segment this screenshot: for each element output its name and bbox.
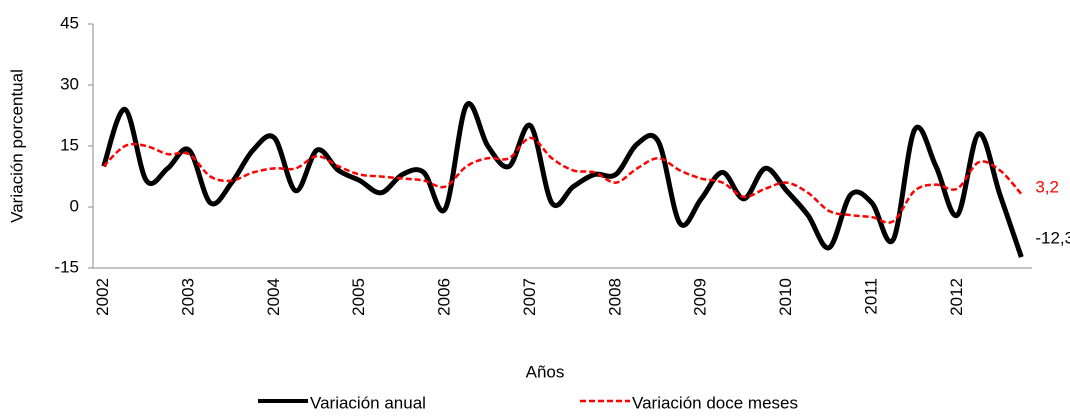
y-tick-label: 45 (60, 13, 79, 32)
y-tick-label: 30 (60, 74, 79, 93)
x-tick-label: 2007 (520, 278, 539, 316)
y-tick-label: 0 (70, 196, 79, 215)
y-tick-label: 15 (60, 135, 79, 154)
legend-label: Variación doce meses (632, 393, 798, 412)
legend-label: Variación anual (310, 393, 426, 412)
x-axis-title: Años (526, 362, 565, 381)
x-tick-label: 2010 (776, 278, 795, 316)
x-tick-label: 2002 (93, 278, 112, 316)
x-tick-label: 2012 (947, 278, 966, 316)
x-tick-label: 2008 (605, 278, 624, 316)
x-tick-label: 2003 (179, 278, 198, 316)
x-tick-label: 2009 (691, 278, 710, 316)
data-label: 3,2 (1035, 177, 1059, 196)
data-label: -12,3 (1035, 229, 1070, 248)
x-tick-label: 2004 (264, 278, 283, 316)
x-tick-label: 2005 (349, 278, 368, 316)
series-line (102, 136, 1023, 224)
x-tick-label: 2006 (435, 278, 454, 316)
y-tick-label: -15 (54, 257, 79, 276)
y-axis-title: Variación porcentual (7, 69, 26, 223)
x-tick-label: 2011 (861, 278, 880, 315)
series-line (101, 101, 1024, 258)
